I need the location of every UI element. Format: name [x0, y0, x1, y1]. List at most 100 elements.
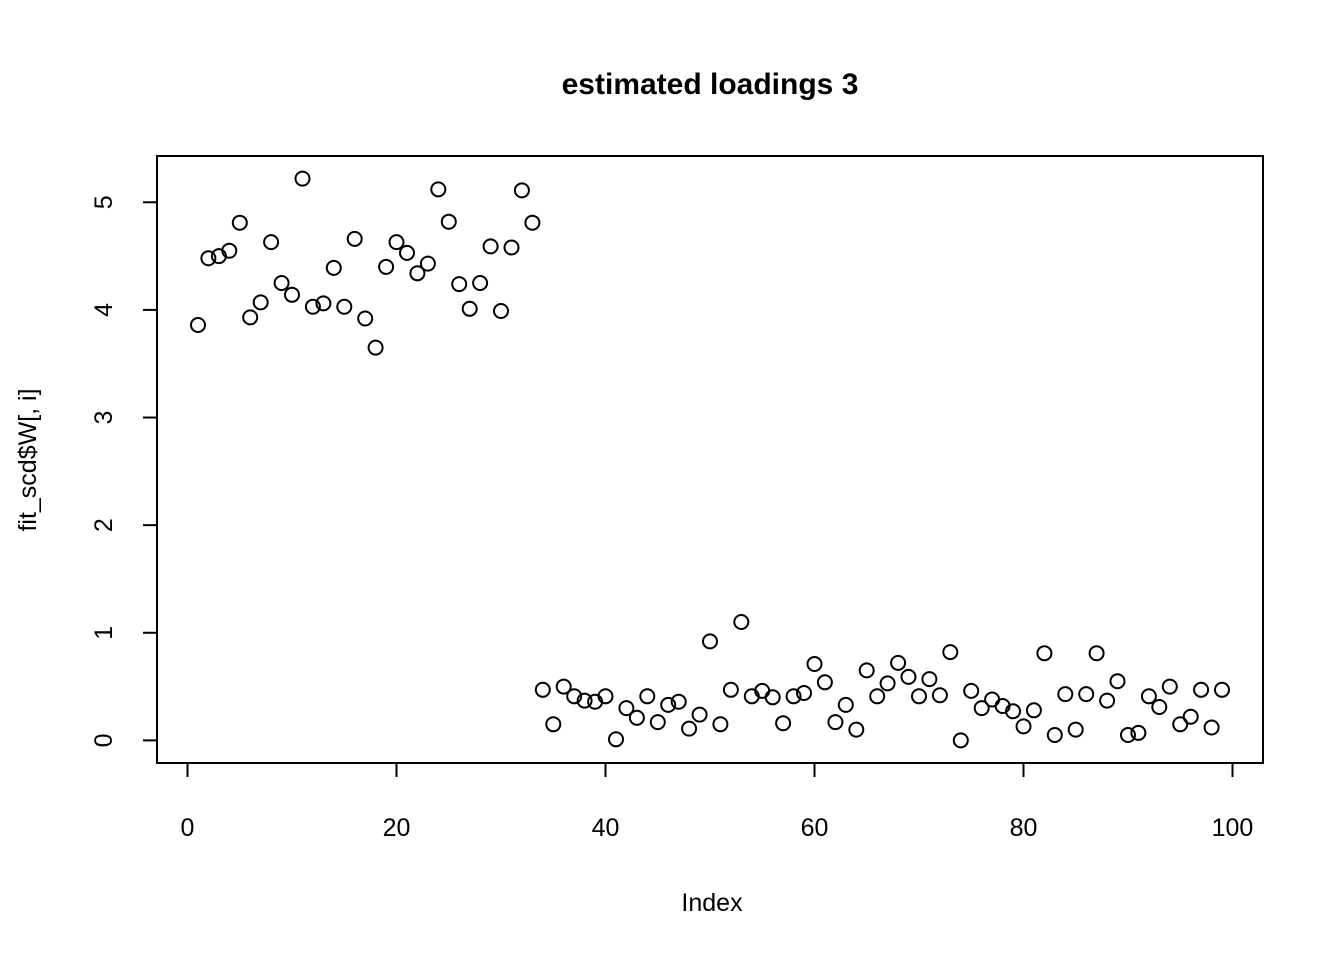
data-point: [764, 689, 781, 706]
data-point: [597, 688, 614, 705]
data-point: [440, 213, 457, 230]
data-point: [1130, 724, 1147, 741]
data-point: [231, 214, 248, 231]
data-point: [472, 275, 489, 291]
data-point: [493, 303, 509, 319]
data-point: [1057, 686, 1074, 703]
y-axis-label: fit_scd$W[, i]: [14, 388, 42, 531]
data-point: [973, 700, 990, 717]
data-point: [785, 688, 802, 705]
data-point: [1151, 699, 1168, 715]
x-tick-label: 20: [383, 814, 411, 842]
data-point: [649, 714, 666, 731]
y-tick-label: 0: [90, 733, 118, 747]
data-point: [325, 259, 342, 276]
data-point: [555, 678, 572, 695]
data-point: [284, 286, 300, 303]
data-point: [890, 654, 907, 671]
data-point: [1193, 681, 1210, 698]
data-point: [242, 309, 259, 326]
data-point: [796, 685, 812, 701]
data-points: [190, 170, 1230, 749]
data-point: [733, 614, 750, 630]
data-point: [294, 170, 311, 187]
x-tick-label: 0: [181, 814, 195, 842]
data-point: [900, 668, 917, 685]
y-tick-label: 2: [90, 518, 118, 532]
data-point: [1203, 719, 1220, 736]
data-point: [566, 688, 583, 705]
x-axis-label: Index: [681, 889, 743, 917]
data-point: [952, 732, 969, 749]
data-point: [357, 310, 374, 327]
data-point: [190, 317, 206, 333]
y-tick-label: 1: [90, 626, 118, 640]
data-point: [1088, 645, 1105, 662]
data-point: [304, 298, 321, 315]
y-axis-ticks: 0 1 2 3 4 5: [90, 195, 157, 747]
data-point: [931, 687, 948, 704]
data-point: [524, 214, 541, 231]
data-point: [576, 692, 593, 709]
data-point: [315, 295, 332, 312]
data-point: [869, 688, 886, 705]
data-point: [399, 244, 415, 261]
data-point: [691, 706, 708, 723]
data-point: [1046, 727, 1063, 743]
data-point: [336, 298, 353, 315]
data-point: [670, 693, 687, 710]
data-point: [346, 230, 363, 247]
data-point: [1172, 716, 1189, 733]
plot-frame: [156, 155, 1264, 764]
x-tick-label: 60: [801, 814, 829, 842]
data-point: [545, 716, 562, 733]
data-point: [1182, 708, 1199, 725]
data-point: [1214, 681, 1230, 698]
x-tick-label: 100: [1212, 814, 1254, 842]
plot-title: estimated loadings 3: [562, 68, 859, 101]
data-point: [702, 633, 718, 650]
data-point: [837, 696, 854, 713]
data-point: [660, 696, 677, 713]
data-point: [1015, 718, 1032, 735]
data-point: [1005, 703, 1021, 720]
data-point: [628, 709, 645, 726]
data-point: [1120, 727, 1136, 743]
data-point: [963, 682, 980, 699]
data-point: [200, 250, 217, 267]
data-point: [681, 720, 698, 737]
data-point: [1025, 702, 1042, 719]
data-point: [482, 238, 499, 255]
data-point: [378, 258, 395, 275]
data-point: [263, 234, 280, 251]
data-point: [806, 656, 823, 672]
data-point: [451, 276, 468, 293]
x-axis-ticks: 0 20 40 60 80 100: [181, 763, 1254, 842]
y-tick-label: 3: [90, 411, 118, 425]
data-point: [534, 681, 551, 698]
data-point: [921, 671, 938, 688]
data-point: [848, 721, 865, 738]
data-point: [1140, 688, 1157, 705]
data-point: [1161, 678, 1178, 695]
data-point: [513, 182, 530, 199]
data-point: [1099, 692, 1116, 709]
data-point: [503, 239, 520, 256]
data-point: [221, 242, 238, 259]
data-point: [1067, 721, 1084, 738]
data-point: [712, 716, 729, 733]
data-point: [1109, 673, 1126, 690]
data-point: [942, 644, 959, 661]
data-point: [879, 675, 896, 692]
data-point: [273, 275, 290, 291]
data-point: [1078, 686, 1095, 703]
y-tick-label: 5: [90, 195, 118, 209]
x-tick-label: 80: [1010, 814, 1038, 842]
data-point: [608, 731, 624, 748]
data-point: [388, 234, 405, 251]
data-point: [639, 688, 656, 705]
data-point: [816, 674, 833, 691]
data-point: [461, 300, 478, 317]
